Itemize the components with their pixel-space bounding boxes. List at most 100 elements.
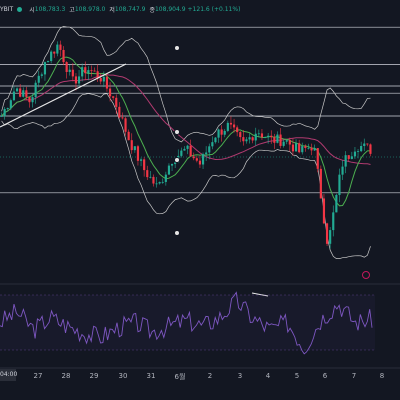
candle-body [46,61,50,63]
candle-body [180,150,183,156]
candle-body [369,144,372,154]
candle-body [186,145,189,149]
candle-body [149,176,152,178]
candle-body [282,141,285,146]
candle-body [192,156,195,159]
candle-body [121,117,124,119]
candle-body [270,135,273,138]
low-value: 108,747.9 [114,5,146,13]
candle-body [155,183,158,185]
candle-body [77,76,81,84]
candle-body [344,155,347,167]
candle-body [260,133,264,138]
symbol-header: YBIT 시 108,783.3 고 108,978.0 저 108,747.9… [0,3,242,15]
rsi-band-fill [0,295,375,350]
candle-body [87,70,90,74]
candle-body [81,67,84,77]
close-value: 108,904.9 [154,5,186,13]
rsi-trendline[interactable] [251,292,269,297]
symbol-name[interactable]: YBIT [0,5,14,13]
time-axis-tick: 4 [265,372,271,380]
candle-body [356,151,360,152]
candle-body [205,152,208,155]
candle-body [15,88,19,92]
candle-body [329,230,332,244]
candle-body [201,154,205,165]
candle-body [112,96,115,98]
trendline[interactable] [0,63,127,128]
candle-body [93,70,96,72]
low-label: 저 [109,6,115,14]
candle-body [136,146,140,161]
candle-body [248,137,251,140]
candle-body [37,75,40,83]
candle-body [254,133,257,141]
time-axis-tick: 29 [89,372,99,380]
candle-body [127,131,130,141]
bollinger-bands [1,26,371,259]
candle-body [322,198,326,224]
candle-body [301,146,304,153]
candle-body [223,130,226,135]
candle-body [257,133,260,135]
candle-body [3,108,6,117]
candle-body [19,88,22,97]
bollinger-upper [1,26,371,143]
candle-body [115,97,118,107]
candle-body [236,127,239,133]
candle-body [338,174,341,195]
candle-body [350,156,353,159]
status-dot-icon [17,6,23,12]
high-label: 고 [69,6,75,14]
high-value: 108,978.0 [74,5,106,13]
candle-body [174,162,177,164]
candle-body [40,74,43,76]
candle-body [28,96,31,103]
alert-marker-icon[interactable] [174,230,180,236]
time-axis-tick: 7 [351,372,357,380]
time-axis-tick: 6월 [174,373,186,381]
candle-body [294,143,298,152]
candle-body [214,137,217,143]
time-axis-tick: 6 [322,372,328,380]
candle-body [304,146,307,148]
candle-body [217,129,220,138]
candle-body [43,62,47,75]
candle-body [279,134,282,146]
candle-body [220,129,223,135]
time-axis-tick: 27 [33,372,43,380]
candle-body [360,146,363,152]
alert-marker-icon[interactable] [174,129,180,135]
candle-body [65,62,68,72]
candle-body [273,137,276,143]
bollinger-lower [1,93,371,259]
close-label: 종 [149,6,155,14]
candle-body [59,44,62,50]
candle-body [288,140,291,145]
candle-body [84,67,87,74]
candle-body [353,151,357,157]
candle-body [22,90,25,97]
rsi-line [0,291,373,355]
candle-body [0,116,3,117]
open-value: 108,783.3 [34,5,66,13]
candle-body [285,140,288,142]
candle-body [133,146,136,151]
candle-body [56,44,59,54]
event-flag-icon[interactable] [362,271,370,279]
candle-body [62,49,65,63]
candle-body [96,71,99,79]
candle-body [316,148,319,169]
candle-body [161,181,164,183]
candle-body [366,143,369,145]
candle-body [25,90,28,97]
alert-marker-icon[interactable] [174,45,180,51]
candle-body [130,140,133,151]
candle-body [170,163,174,166]
candle-body [211,142,214,147]
time-axis-tick: 2 [207,372,213,380]
alert-marker-icon[interactable] [174,157,180,163]
candle-body [9,100,12,109]
change-value: +121.6 (+0.11%) [187,5,241,13]
